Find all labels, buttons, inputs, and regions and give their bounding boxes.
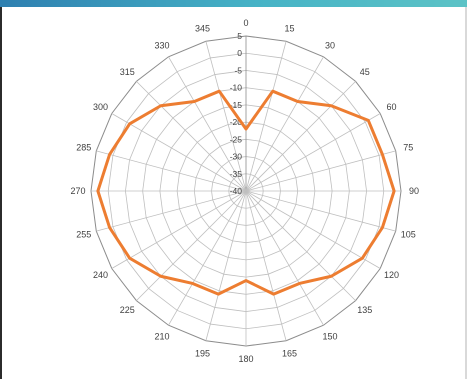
grid-spoke [136,190,247,301]
grid-spoke [111,190,247,269]
angular-tick-label: 180 [238,354,253,364]
radial-tick-label: -20 [230,117,243,127]
angular-tick-label: 45 [360,67,370,77]
radial-tick-label: -15 [230,100,243,110]
angular-tick-label: 30 [325,41,335,51]
grid-spoke [245,41,287,192]
grid-spoke [168,56,247,192]
radial-tick-label: -40 [230,186,243,196]
radial-tick-label: -30 [230,152,243,162]
angular-tick-labels: 0 15 30 45 60 75 90 105 120 135 150 165 180 195 210 225… [70,18,419,364]
grid-spoke [205,190,247,341]
angular-tick-label: 90 [409,186,419,196]
radial-tick-label: -5 [234,65,242,75]
angular-tick-label: 165 [282,348,297,358]
grid-spoke [245,190,356,301]
radial-tick-label: -10 [230,83,243,93]
angular-tick-label: 105 [401,229,416,239]
angular-tick-label: 135 [357,305,372,315]
angular-tick-label: 255 [76,229,91,239]
grid-spoke [205,41,247,192]
angular-tick-label: 240 [93,270,108,280]
series-layer [96,89,396,296]
grid-spoke [245,150,396,192]
series-line [96,89,396,296]
grid-spokes [91,36,401,346]
angular-tick-label: 195 [195,348,210,358]
radial-tick-labels: 5 0 -5 -10 -15 -20 -25 -30 -35 -40 [230,31,243,196]
angular-tick-label: 210 [154,331,169,341]
angular-tick-label: 330 [154,41,169,51]
angular-tick-label: 315 [120,67,135,77]
grid-spoke [96,190,247,232]
angular-tick-label: 120 [384,270,399,280]
angular-tick-label: 75 [403,143,413,153]
grid-spoke [136,81,247,192]
grid-spoke [245,113,381,192]
grid-spoke [111,113,247,192]
grid-spoke [245,81,356,192]
grid-spoke [245,190,287,341]
angular-tick-label: 60 [386,102,396,112]
window-top-band [0,0,467,7]
grid-spoke [245,190,324,326]
angular-tick-label: 15 [284,24,294,34]
grid-spoke [245,56,324,192]
angular-tick-label: 225 [120,305,135,315]
angular-tick-label: 345 [195,24,210,34]
angular-tick-label: 300 [93,102,108,112]
radial-tick-label: -35 [230,169,243,179]
grid-spoke [245,190,396,232]
grid-spoke [168,190,247,326]
radial-tick-label: 0 [237,48,242,58]
angular-tick-label: 0 [243,18,248,28]
grid-spoke [96,150,247,192]
frame-right-border [465,7,467,379]
frame-left-border [0,7,2,379]
grid-spoke [245,190,381,269]
radial-tick-label: 5 [237,31,242,41]
angular-tick-label: 285 [76,143,91,153]
radial-tick-label: -25 [230,134,243,144]
angular-tick-label: 150 [322,331,337,341]
angular-tick-label: 270 [70,186,85,196]
